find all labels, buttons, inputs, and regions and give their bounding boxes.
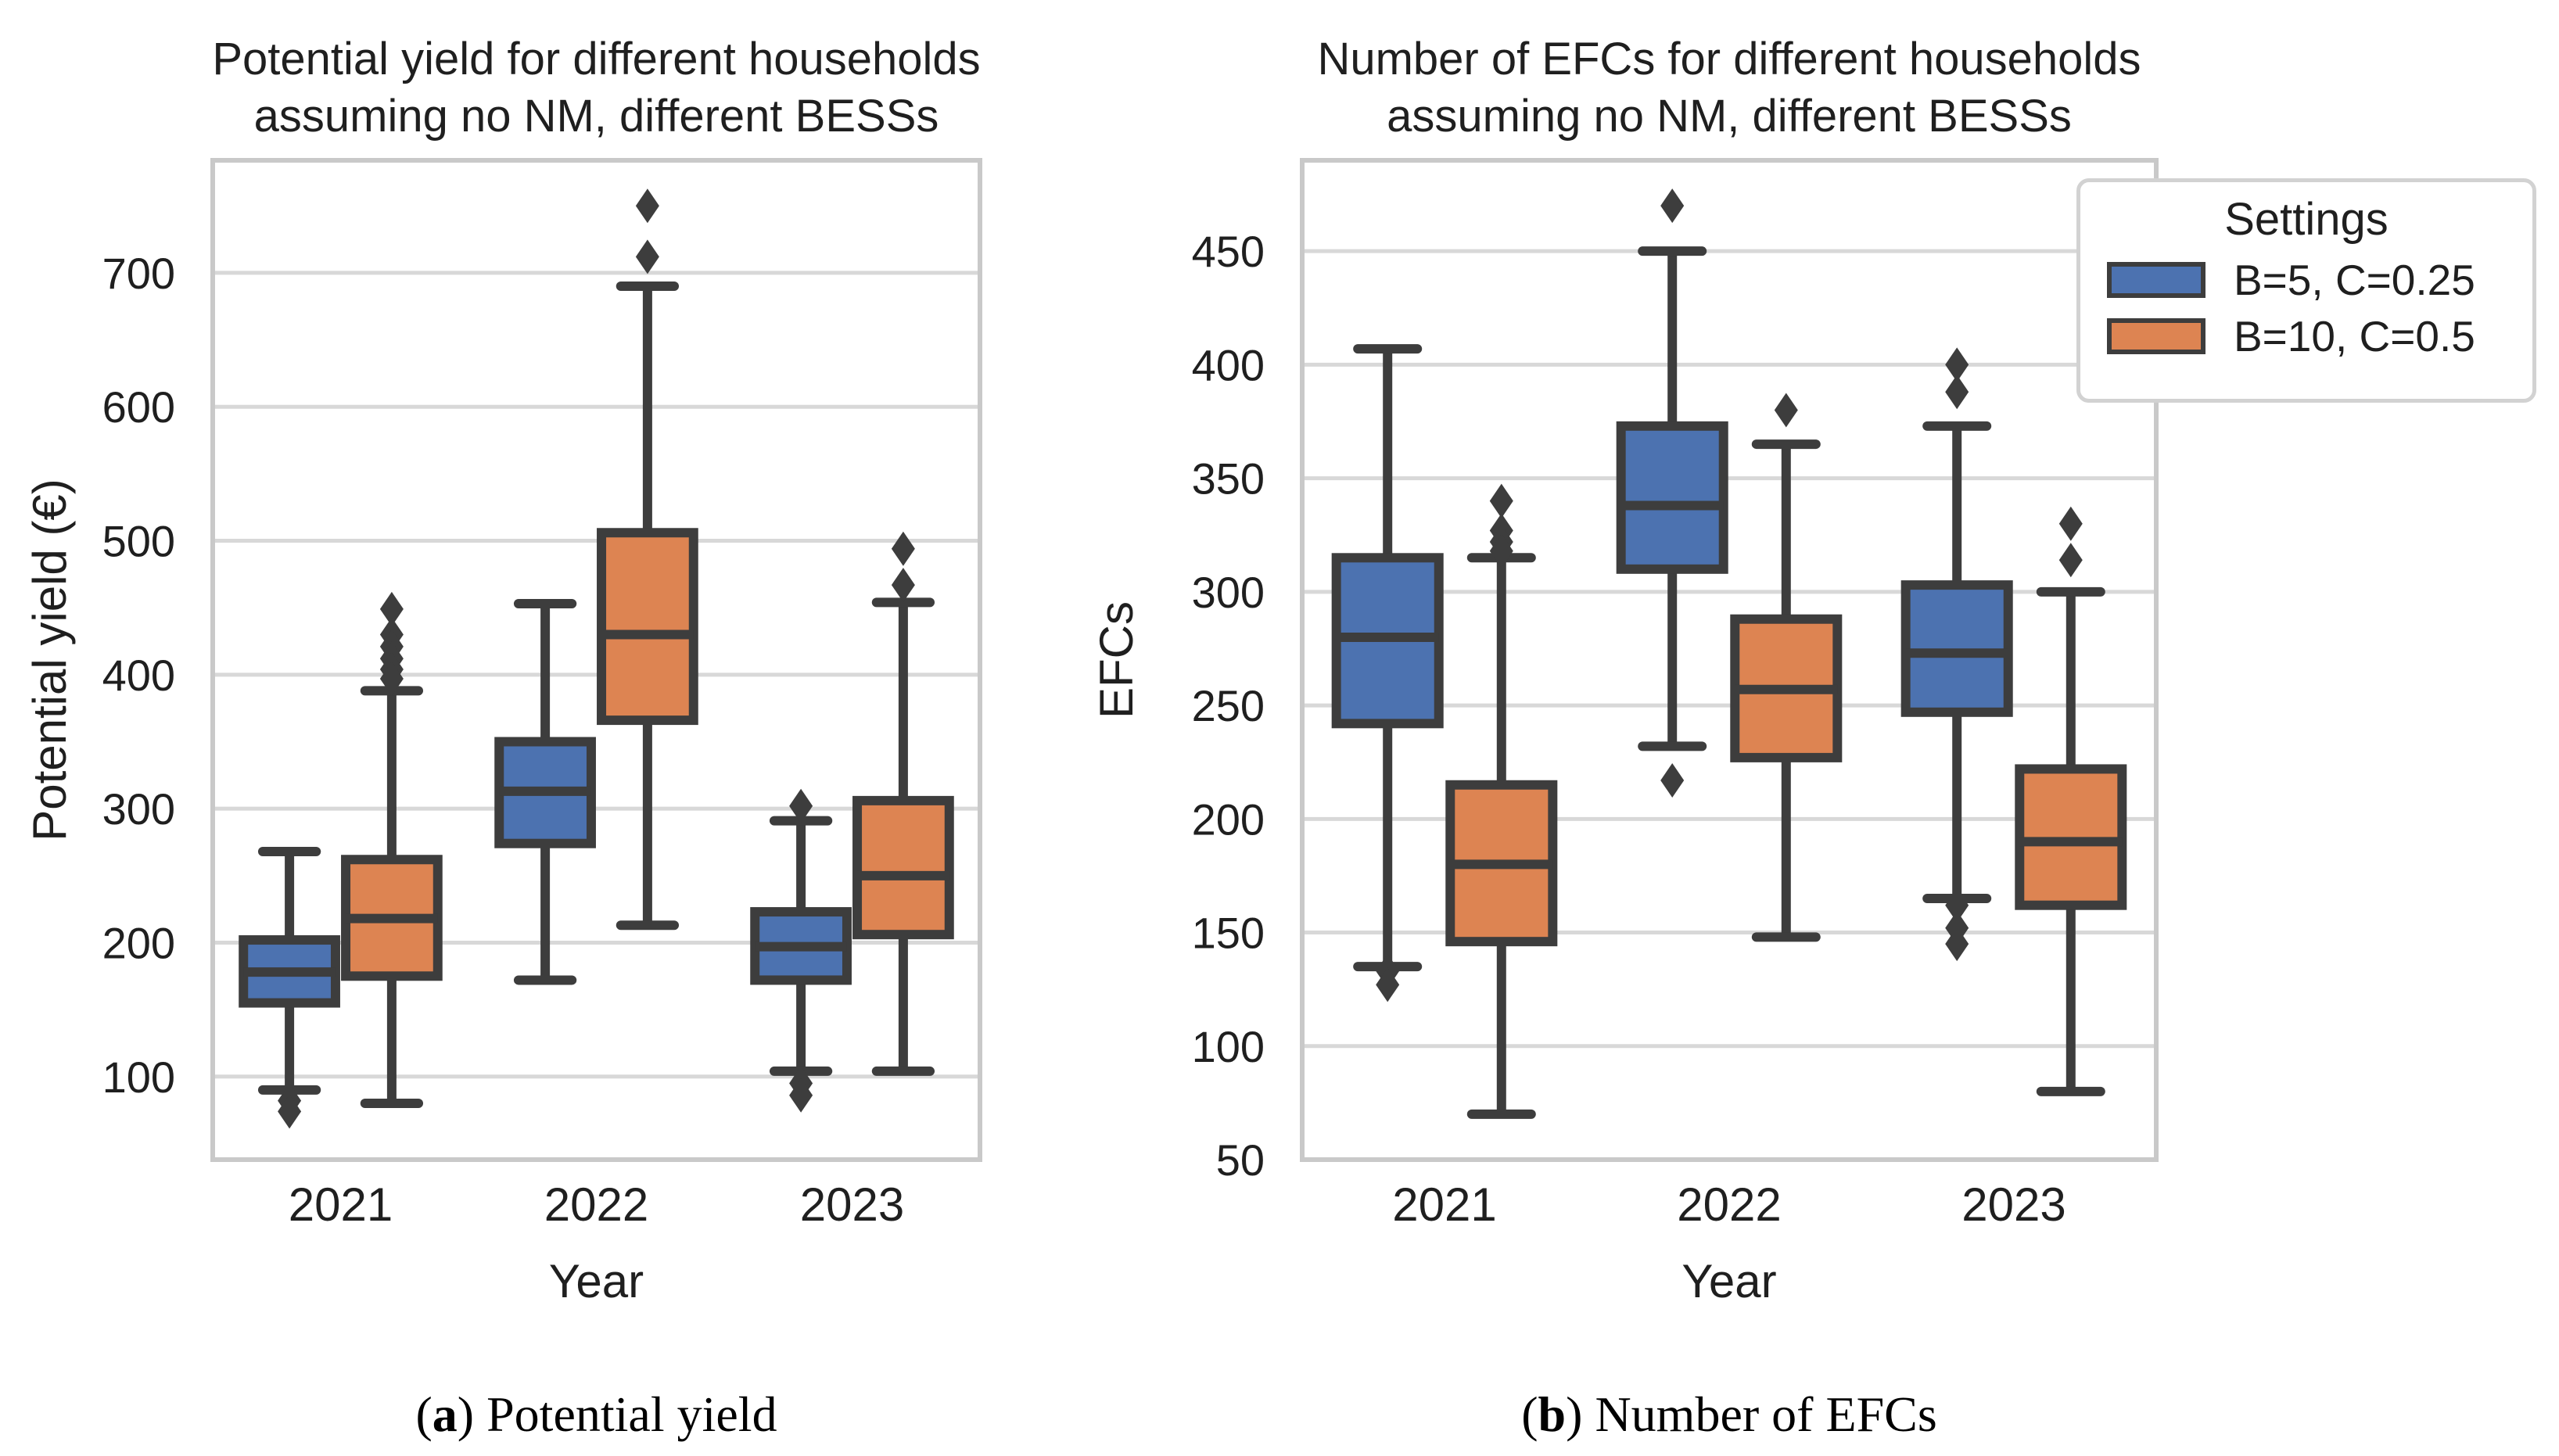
y-tick-label: 350 (1192, 454, 1265, 504)
y-tick-label: 300 (102, 784, 175, 834)
y-tick-label: 200 (102, 918, 175, 967)
y-tick-label: 50 (1216, 1135, 1265, 1185)
y-tick-label: 150 (1192, 909, 1265, 958)
box-2021-B=5, C=0.25 (1331, 344, 1444, 1002)
outlier-diamond-marker (2058, 543, 2083, 578)
y-tick-label: 400 (102, 651, 175, 700)
box-2023-B=10, C=0.5 (852, 531, 954, 1076)
legend-swatch-blue (2107, 262, 2205, 298)
outlier-diamond-marker (1945, 347, 1969, 382)
plot-area (1302, 160, 2156, 1160)
legend-item-b5: B=5, C=0.25 (2107, 256, 2532, 304)
y-tick-label: 100 (1192, 1022, 1265, 1071)
chart-title-line: Potential yield for different households (212, 34, 980, 84)
x-tick-label: 2021 (1392, 1178, 1496, 1231)
chart-title-line: assuming no NM, different BESSs (254, 91, 939, 142)
boxplot-charts: Potential yield for different households… (23, 34, 2159, 1307)
y-tick-label: 300 (1192, 568, 1265, 617)
x-tick-label: 2021 (289, 1178, 393, 1231)
x-axis-label: Year (1681, 1255, 1776, 1307)
outlier-diamond-marker (1945, 927, 1969, 962)
outlier-diamond-marker (789, 788, 813, 823)
outlier-diamond-marker (891, 531, 915, 566)
outlier-diamond-marker (379, 591, 404, 626)
x-tick-label: 2023 (800, 1178, 904, 1231)
caption-b: (b) Number of EFCs (1521, 1386, 1937, 1442)
x-tick-label: 2022 (1677, 1178, 1781, 1231)
x-tick-label: 2023 (1961, 1178, 2066, 1231)
x-tick-label: 2022 (544, 1178, 648, 1231)
chart-title-line: Number of EFCs for different households (1317, 34, 2141, 84)
outlier-diamond-marker (1489, 483, 1513, 518)
outlier-diamond-marker (379, 661, 404, 696)
box-2022-B=5, C=0.25 (494, 599, 596, 985)
box-2021-B=10, C=0.5 (1445, 483, 1558, 1119)
outlier-diamond-marker (1774, 393, 1798, 428)
outlier-diamond-marker (635, 239, 659, 274)
legend-swatch-orange (2107, 318, 2205, 354)
legend-item-label: B=10, C=0.5 (2234, 312, 2475, 360)
legend-item-label: B=5, C=0.25 (2234, 256, 2475, 304)
plot-border (1300, 158, 2159, 1162)
y-tick-label: 600 (102, 382, 175, 432)
y-axis-label: EFCs (1090, 601, 1143, 719)
outlier-diamond-marker (1376, 967, 1400, 1002)
y-axis-label: Potential yield (€) (23, 479, 76, 841)
y-tick-label: 700 (102, 249, 175, 298)
outlier-diamond-marker (789, 1078, 813, 1113)
chart-title-line: assuming no NM, different BESSs (1387, 91, 2072, 142)
y-tick-label: 250 (1192, 681, 1265, 730)
outlier-diamond-marker (635, 188, 659, 224)
legend-item-b10: B=10, C=0.5 (2107, 312, 2532, 360)
plot-area (213, 160, 980, 1160)
outlier-diamond-marker (1660, 188, 1685, 224)
plot-border (210, 158, 982, 1162)
chart-a: Potential yield for different households… (23, 34, 982, 1307)
y-tick-label: 500 (102, 517, 175, 566)
legend-title: Settings (2224, 194, 2389, 245)
y-tick-label: 200 (1192, 794, 1265, 844)
y-tick-label: 400 (1192, 340, 1265, 389)
box-2023-B=5, C=0.25 (750, 788, 852, 1113)
outlier-diamond-marker (1489, 533, 1513, 568)
box-2021-B=10, C=0.5 (341, 591, 443, 1109)
chart-b: Number of EFCs for different households a… (1090, 34, 2159, 1307)
caption-b-text: Number of EFCs (1595, 1386, 1937, 1442)
x-axis-label: Year (549, 1255, 644, 1307)
outlier-diamond-marker (1945, 375, 1969, 410)
outlier-diamond-marker (891, 568, 915, 603)
box-2023-B=5, C=0.25 (1900, 347, 2013, 962)
outlier-diamond-marker (1660, 762, 1685, 798)
outlier-diamond-marker (2058, 506, 2083, 541)
box-2021-B=5, C=0.25 (239, 846, 340, 1129)
legend: Settings B=5, C=0.25 B=10, C=0.5 (2076, 178, 2536, 403)
outlier-diamond-marker (1945, 888, 1969, 923)
outlier-diamond-marker (278, 1094, 302, 1129)
box-2022-B=10, C=0.5 (1730, 393, 1843, 942)
box-2022-B=10, C=0.5 (597, 188, 698, 931)
y-tick-label: 100 (102, 1053, 175, 1102)
y-tick-label: 450 (1192, 227, 1265, 276)
box-2022-B=5, C=0.25 (1616, 188, 1728, 798)
box-2023-B=10, C=0.5 (2015, 506, 2127, 1096)
caption-a: (a) Potential yield (415, 1386, 777, 1442)
caption-a-text: Potential yield (486, 1386, 777, 1442)
